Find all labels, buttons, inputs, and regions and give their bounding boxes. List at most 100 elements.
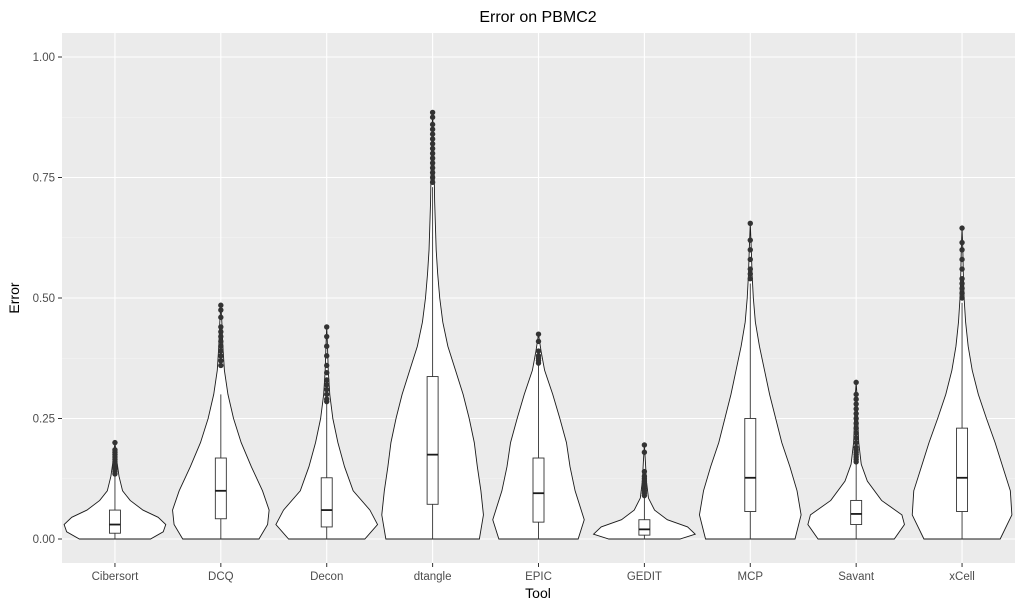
x-axis-title: Tool: [525, 585, 551, 601]
y-tick-label: 1.00: [33, 52, 55, 64]
outlier-point: [747, 271, 753, 277]
outlier-point: [324, 391, 330, 398]
x-axis: Cibersort DCQ Decon dtangle EPIC GEDIT MCP Sava…: [92, 563, 975, 583]
outlier-point: [853, 420, 859, 427]
y-tick-label: 0.50: [33, 293, 55, 305]
outlier-point: [853, 396, 859, 402]
violin-group: [807, 379, 905, 540]
outlier-point: [959, 239, 965, 246]
x-tick-label: Savant: [838, 571, 875, 583]
violin-group: [275, 324, 379, 540]
violins-layer: [63, 109, 1013, 540]
outlier-point: [535, 338, 542, 345]
outlier-point: [324, 353, 330, 359]
outlier-point: [429, 160, 436, 166]
outlier-point: [218, 343, 224, 349]
iqr-box: [744, 418, 757, 512]
outlier-point: [324, 386, 330, 393]
outlier-point: [959, 225, 965, 231]
outlier-point: [218, 338, 224, 345]
outlier-point: [853, 401, 859, 407]
violin-group: [911, 225, 1013, 540]
violin-group: [381, 109, 484, 540]
violin-group: [172, 302, 270, 540]
outlier-point: [324, 370, 330, 376]
outlier-point: [324, 333, 330, 340]
outlier-point: [853, 444, 859, 451]
outlier-point: [747, 220, 753, 226]
outlier-point: [959, 290, 965, 296]
outlier-point: [429, 126, 436, 132]
violin-group: [592, 442, 697, 540]
outlier-point: [535, 353, 542, 359]
outlier-point: [429, 131, 436, 137]
outlier-point: [853, 415, 859, 422]
outlier-point: [641, 449, 648, 455]
outlier-point: [218, 329, 224, 335]
outlier-point: [853, 430, 859, 436]
y-tick-label: 0.25: [33, 414, 55, 426]
outlier-point: [324, 377, 330, 383]
iqr-box: [320, 477, 333, 528]
outlier-point: [959, 295, 965, 301]
outlier-point: [747, 276, 753, 282]
outlier-point: [218, 307, 224, 313]
outlier-point: [218, 353, 224, 359]
outlier-point: [429, 179, 436, 186]
outlier-point: [218, 333, 224, 340]
outlier-point: [853, 439, 859, 446]
outlier-point: [747, 266, 753, 272]
outlier-point: [429, 165, 436, 171]
iqr-box: [638, 519, 651, 536]
outlier-point: [218, 302, 224, 308]
x-tick-label: MCP: [737, 571, 763, 583]
outlier-point: [429, 150, 436, 157]
iqr-box: [426, 376, 439, 505]
x-tick-label: DCQ: [208, 571, 234, 583]
outlier-point: [218, 357, 224, 364]
outlier-point: [429, 155, 436, 161]
x-tick-label: dtangle: [414, 571, 452, 583]
outlier-point: [959, 247, 965, 253]
outlier-point: [324, 382, 330, 388]
y-axis-title: Error: [6, 282, 22, 313]
iqr-box: [850, 499, 863, 525]
outlier-point: [324, 343, 330, 349]
violin-group: [698, 220, 802, 540]
outlier-point: [218, 348, 224, 354]
outlier-point: [959, 276, 965, 282]
chart-title: Error on PBMC2: [479, 9, 596, 26]
outlier-point: [959, 256, 965, 263]
outlier-point: [429, 169, 436, 176]
iqr-box: [214, 457, 227, 520]
outlier-point: [641, 473, 648, 480]
y-tick-label: 0.00: [33, 534, 55, 546]
outlier-point: [218, 362, 224, 369]
outlier-point: [747, 237, 753, 243]
outlier-point: [535, 348, 542, 354]
outlier-point: [853, 379, 859, 386]
violin-group: [492, 331, 585, 540]
outlier-point: [535, 331, 542, 337]
outlier-point: [324, 396, 330, 402]
outlier-point: [429, 136, 436, 142]
outlier-point: [641, 442, 648, 448]
outlier-point: [112, 439, 118, 446]
outlier-point: [853, 410, 859, 417]
x-tick-label: EPIC: [525, 571, 552, 583]
iqr-box: [532, 457, 545, 523]
outlier-point: [112, 447, 118, 453]
y-axis: 0.00 0.25 0.50 0.75 1.00: [33, 52, 62, 546]
x-tick-label: xCell: [949, 571, 975, 583]
x-tick-label: Decon: [310, 571, 343, 583]
x-tick-label: Cibersort: [92, 571, 139, 583]
outlier-point: [429, 145, 436, 152]
outlier-point: [429, 121, 436, 128]
outlier-point: [641, 468, 648, 475]
outlier-point: [959, 280, 965, 287]
outlier-point: [429, 141, 436, 147]
outlier-point: [747, 247, 753, 253]
outlier-point: [218, 314, 224, 320]
outlier-point: [429, 109, 436, 116]
